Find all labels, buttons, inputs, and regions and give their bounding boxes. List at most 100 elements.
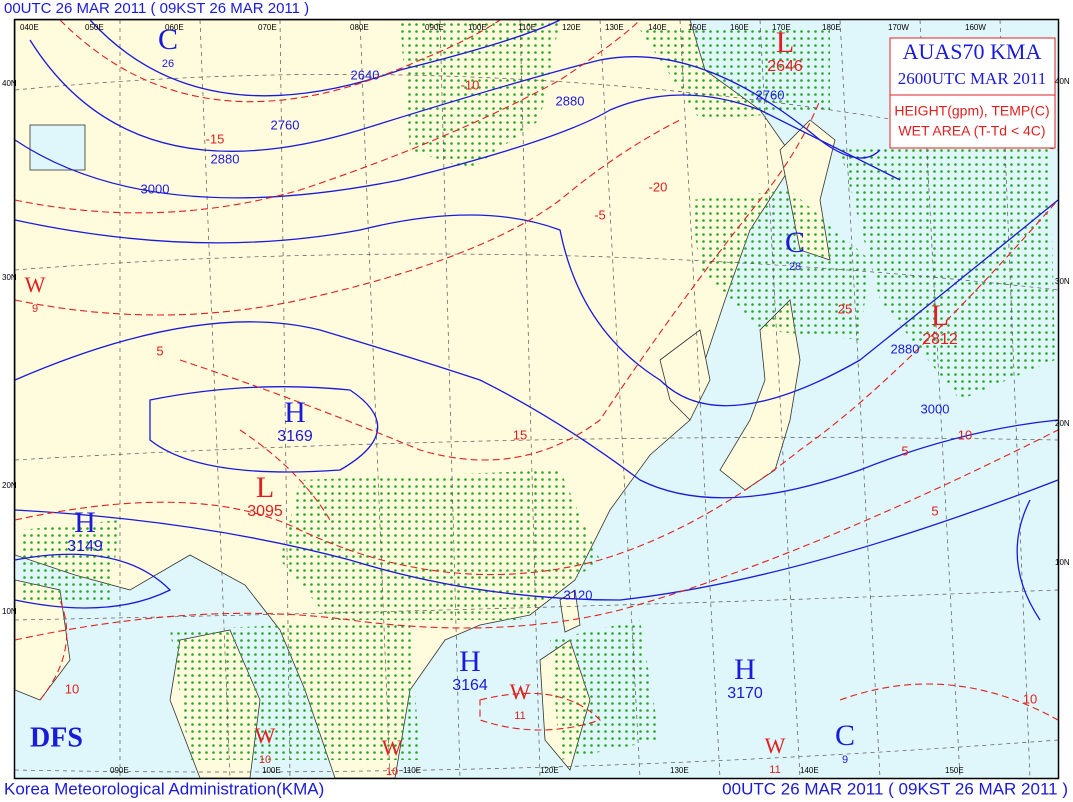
system-symbol: H (459, 645, 481, 678)
temperature-label: 10 (1023, 691, 1037, 706)
system-value: 9 (32, 303, 38, 315)
system-value: 28 (789, 261, 801, 273)
system-value: 3095 (247, 503, 283, 520)
latitude-label: 10N (1055, 558, 1070, 567)
latitude-label: 30N (1055, 277, 1070, 286)
legend-line: WET AREA (T-Td < 4C) (898, 123, 1045, 139)
longitude-label: 090E (110, 766, 129, 775)
footer-time: 00UTC 26 MAR 2011 ( 09KST 26 MAR 2011 ) (722, 779, 1068, 798)
longitude-label: 040E (20, 23, 39, 32)
system-value: 10 (386, 766, 398, 778)
system-symbol: W (765, 733, 786, 758)
latitude-label: 40N (2, 79, 17, 88)
system-value: 2812 (922, 331, 958, 348)
footer-agency: Korea Meteorological Administration(KMA) (4, 779, 324, 798)
longitude-label: 110E (403, 766, 421, 775)
height-label: 3000 (141, 181, 170, 196)
height-label: 2640 (351, 67, 380, 82)
height-label: 2880 (891, 341, 920, 356)
temperature-contours (14, 19, 1059, 731)
system-value: 3164 (452, 677, 488, 694)
system-symbol: L (256, 471, 274, 504)
latitude-label: 20N (2, 481, 17, 490)
temperature-label: 25 (838, 301, 852, 316)
longitude-label: 140E (648, 23, 667, 32)
latitude-label: 20N (1055, 419, 1070, 428)
system-symbol: C (835, 719, 855, 752)
system-symbol: C (158, 23, 178, 56)
height-label: 2760 (271, 117, 300, 132)
temperature-label: 10 (958, 427, 972, 442)
latitude-label: 10N (2, 607, 17, 616)
height-label: 2880 (556, 93, 585, 108)
system-value: 2646 (767, 58, 803, 75)
system-symbol: L (776, 26, 794, 59)
temperature-label: -5 (594, 207, 606, 222)
temperature-label: 10 (65, 681, 79, 696)
longitude-label: 170W (888, 23, 909, 32)
system-symbol: L (931, 299, 949, 332)
wet-area (20, 20, 1055, 760)
temperature-label: -20 (649, 179, 668, 194)
system-symbol: H (74, 506, 96, 539)
longitude-label: 100E (262, 766, 281, 775)
longitude-label: 120E (540, 766, 559, 775)
system-symbol: C (785, 226, 805, 259)
system-value: 11 (769, 764, 780, 776)
system-symbol: W (382, 735, 403, 760)
longitude-label: 070E (258, 23, 277, 32)
latitude-label: 30N (2, 273, 17, 282)
logo: DFS (30, 722, 83, 753)
temperature-label: 15 (513, 427, 527, 442)
height-label: 2880 (211, 151, 240, 166)
graticule (14, 19, 1059, 779)
temperature-label: 5 (901, 443, 908, 458)
system-symbol: W (25, 272, 46, 297)
inland-sea (29, 124, 86, 171)
longitude-label: 150E (688, 23, 707, 32)
longitude-label: 160W (965, 23, 986, 32)
longitude-label: 150E (945, 766, 964, 775)
longitude-label: 090E (425, 23, 444, 32)
system-value: 11 (514, 710, 525, 722)
system-value: 10 (259, 754, 271, 766)
system-symbol: H (734, 653, 756, 686)
system-value: 3170 (727, 685, 763, 702)
system-value: 26 (162, 58, 174, 70)
legend-title: AUAS70 KMA (903, 39, 1042, 64)
longitude-label: 060E (165, 23, 184, 32)
header-time: 00UTC 26 MAR 2011 ( 09KST 26 MAR 2011 ) (4, 0, 309, 17)
longitude-label: 080E (350, 23, 369, 32)
system-value: 9 (842, 754, 848, 766)
system-value: 3169 (277, 428, 313, 445)
longitude-label: 160E (730, 23, 749, 32)
latitude-label: 40N (1055, 77, 1070, 86)
system-symbol: W (510, 679, 531, 704)
legend-box (889, 37, 1056, 149)
system-value: 3149 (67, 538, 103, 555)
temperature-label: -10 (461, 77, 480, 92)
longitude-label: 180E (822, 23, 841, 32)
longitude-label: 050E (85, 23, 104, 32)
height-contours (14, 19, 1059, 621)
temperature-label: 5 (156, 343, 163, 358)
legend-line: HEIGHT(gpm), TEMP(C) (894, 103, 1049, 119)
longitude-label: 110E (518, 23, 536, 32)
height-label: 2760 (756, 87, 785, 102)
longitude-label: 170E (772, 23, 791, 32)
temperature-label: -15 (206, 131, 225, 146)
legend-time: 2600UTC MAR 2011 (898, 69, 1047, 88)
height-label: 3120 (564, 587, 593, 602)
longitude-label: 120E (562, 23, 581, 32)
system-symbol: H (284, 396, 306, 429)
height-label: 3000 (921, 401, 950, 416)
system-symbol: W (255, 723, 276, 748)
longitude-label: 100E (468, 23, 487, 32)
temperature-label: 5 (931, 503, 938, 518)
longitude-label: 130E (670, 766, 689, 775)
map-frame (13, 18, 1060, 780)
longitude-label: 140E (800, 766, 819, 775)
longitude-label: 130E (605, 23, 624, 32)
